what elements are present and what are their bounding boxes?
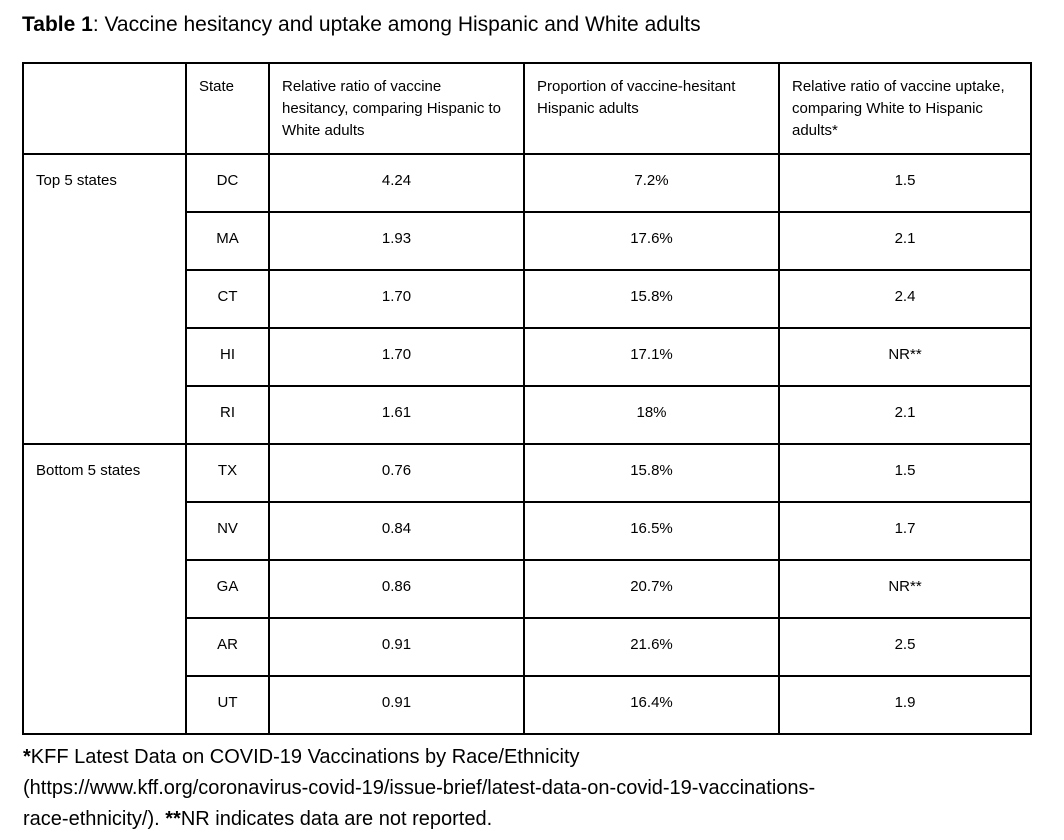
state-cell: RI bbox=[185, 385, 270, 445]
footnote-source-text: KFF Latest Data on COVID-19 Vaccinations… bbox=[30, 746, 580, 768]
hesitant-proportion-cell: 18% bbox=[523, 385, 780, 445]
table-row-ar: AR 0.91 21.6% 2.5 bbox=[23, 617, 1032, 677]
table-title-text: : Vaccine hesitancy and uptake among His… bbox=[92, 13, 701, 36]
state-cell: NV bbox=[185, 501, 270, 561]
uptake-ratio-cell: 1.7 bbox=[778, 501, 1032, 561]
hesitant-proportion-cell: 17.1% bbox=[523, 327, 780, 387]
table-header: State Relative ratio of vaccine hesitanc… bbox=[22, 62, 1032, 155]
hesitancy-ratio-cell: 0.76 bbox=[268, 443, 525, 503]
footnote-line-1: *KFF Latest Data on COVID-19 Vaccination… bbox=[23, 746, 580, 768]
hesitancy-ratio-cell: 0.91 bbox=[268, 675, 525, 735]
hesitancy-ratio-cell: 1.70 bbox=[268, 269, 525, 329]
hesitant-proportion-cell: 7.2% bbox=[523, 153, 780, 213]
vaccine-hesitancy-table: State Relative ratio of vaccine hesitanc… bbox=[22, 62, 1032, 735]
table-title-label: Table 1 bbox=[22, 13, 93, 36]
hesitant-proportion-cell: 17.6% bbox=[523, 211, 780, 271]
footnote: *KFF Latest Data on COVID-19 Vaccination… bbox=[23, 742, 1030, 835]
table-row-dc: Top 5 states DC 4.24 7.2% 1.5 bbox=[22, 153, 1032, 445]
hesitant-proportion-cell: 15.8% bbox=[523, 269, 780, 329]
header-row: State Relative ratio of vaccine hesitanc… bbox=[22, 62, 1032, 155]
uptake-ratio-cell: 1.5 bbox=[778, 153, 1032, 213]
header-empty-cell bbox=[22, 62, 187, 155]
hesitant-proportion-cell: 16.5% bbox=[523, 501, 780, 561]
table-body: Top 5 states DC 4.24 7.2% 1.5 MA 1.93 17… bbox=[22, 153, 1032, 735]
uptake-ratio-cell: 2.5 bbox=[778, 617, 1032, 677]
state-cell: GA bbox=[185, 559, 270, 619]
state-cell: DC bbox=[185, 153, 270, 213]
footnote-url-tail: race-ethnicity/). bbox=[23, 808, 166, 830]
hesitancy-ratio-cell: 0.84 bbox=[268, 501, 525, 561]
group-label-top5: Top 5 states bbox=[22, 153, 187, 445]
table-row-hi: HI 1.70 17.1% NR** bbox=[23, 327, 1032, 387]
uptake-ratio-cell: 1.5 bbox=[778, 443, 1032, 503]
footnote-asterisk: * bbox=[23, 746, 31, 768]
footnote-line-3: race-ethnicity/). **NR indicates data ar… bbox=[23, 808, 492, 830]
header-state: State bbox=[185, 62, 270, 155]
hesitant-proportion-cell: 21.6% bbox=[523, 617, 780, 677]
state-cell: AR bbox=[185, 617, 270, 677]
uptake-ratio-cell: 1.9 bbox=[778, 675, 1032, 735]
header-uptake-ratio: Relative ratio of vaccine uptake, compar… bbox=[778, 62, 1032, 155]
table-row-ma: MA 1.93 17.6% 2.1 bbox=[23, 211, 1032, 271]
state-cell: MA bbox=[185, 211, 270, 271]
hesitancy-ratio-cell: 1.93 bbox=[268, 211, 525, 271]
hesitancy-ratio-cell: 1.70 bbox=[268, 327, 525, 387]
table-row-ut: UT 0.91 16.4% 1.9 bbox=[23, 675, 1032, 735]
table-row-ga: GA 0.86 20.7% NR** bbox=[23, 559, 1032, 619]
uptake-ratio-cell: 2.4 bbox=[778, 269, 1032, 329]
table-row-tx: Bottom 5 states TX 0.76 15.8% 1.5 bbox=[22, 443, 1032, 735]
hesitancy-ratio-cell: 0.86 bbox=[268, 559, 525, 619]
table-title: Table 1: Vaccine hesitancy and uptake am… bbox=[22, 12, 1030, 38]
hesitant-proportion-cell: 20.7% bbox=[523, 559, 780, 619]
group-label-bottom5: Bottom 5 states bbox=[22, 443, 187, 735]
table-row-ri: RI 1.61 18% 2.1 bbox=[23, 385, 1032, 445]
hesitancy-ratio-cell: 1.61 bbox=[268, 385, 525, 445]
state-cell: UT bbox=[185, 675, 270, 735]
state-cell: HI bbox=[185, 327, 270, 387]
footnote-nr-text: NR indicates data are not reported. bbox=[180, 808, 493, 830]
hesitant-proportion-cell: 15.8% bbox=[523, 443, 780, 503]
uptake-ratio-cell: NR** bbox=[778, 559, 1032, 619]
footnote-url-text: (https://www.kff.org/coronavirus-covid-1… bbox=[23, 777, 816, 799]
hesitant-proportion-cell: 16.4% bbox=[523, 675, 780, 735]
footnote-line-2: (https://www.kff.org/coronavirus-covid-1… bbox=[23, 777, 815, 799]
uptake-ratio-cell: 2.1 bbox=[778, 385, 1032, 445]
state-cell: TX bbox=[185, 443, 270, 503]
header-hesitant-proportion: Proportion of vaccine-hesitant Hispanic … bbox=[523, 62, 780, 155]
hesitancy-ratio-cell: 4.24 bbox=[268, 153, 525, 213]
hesitancy-ratio-cell: 0.91 bbox=[268, 617, 525, 677]
table-row-ct: CT 1.70 15.8% 2.4 bbox=[23, 269, 1032, 329]
footnote-double-asterisk: ** bbox=[165, 808, 181, 830]
uptake-ratio-cell: 2.1 bbox=[778, 211, 1032, 271]
state-cell: CT bbox=[185, 269, 270, 329]
header-hesitancy-ratio: Relative ratio of vaccine hesitancy, com… bbox=[268, 62, 525, 155]
uptake-ratio-cell: NR** bbox=[778, 327, 1032, 387]
table-row-nv: NV 0.84 16.5% 1.7 bbox=[23, 501, 1032, 561]
